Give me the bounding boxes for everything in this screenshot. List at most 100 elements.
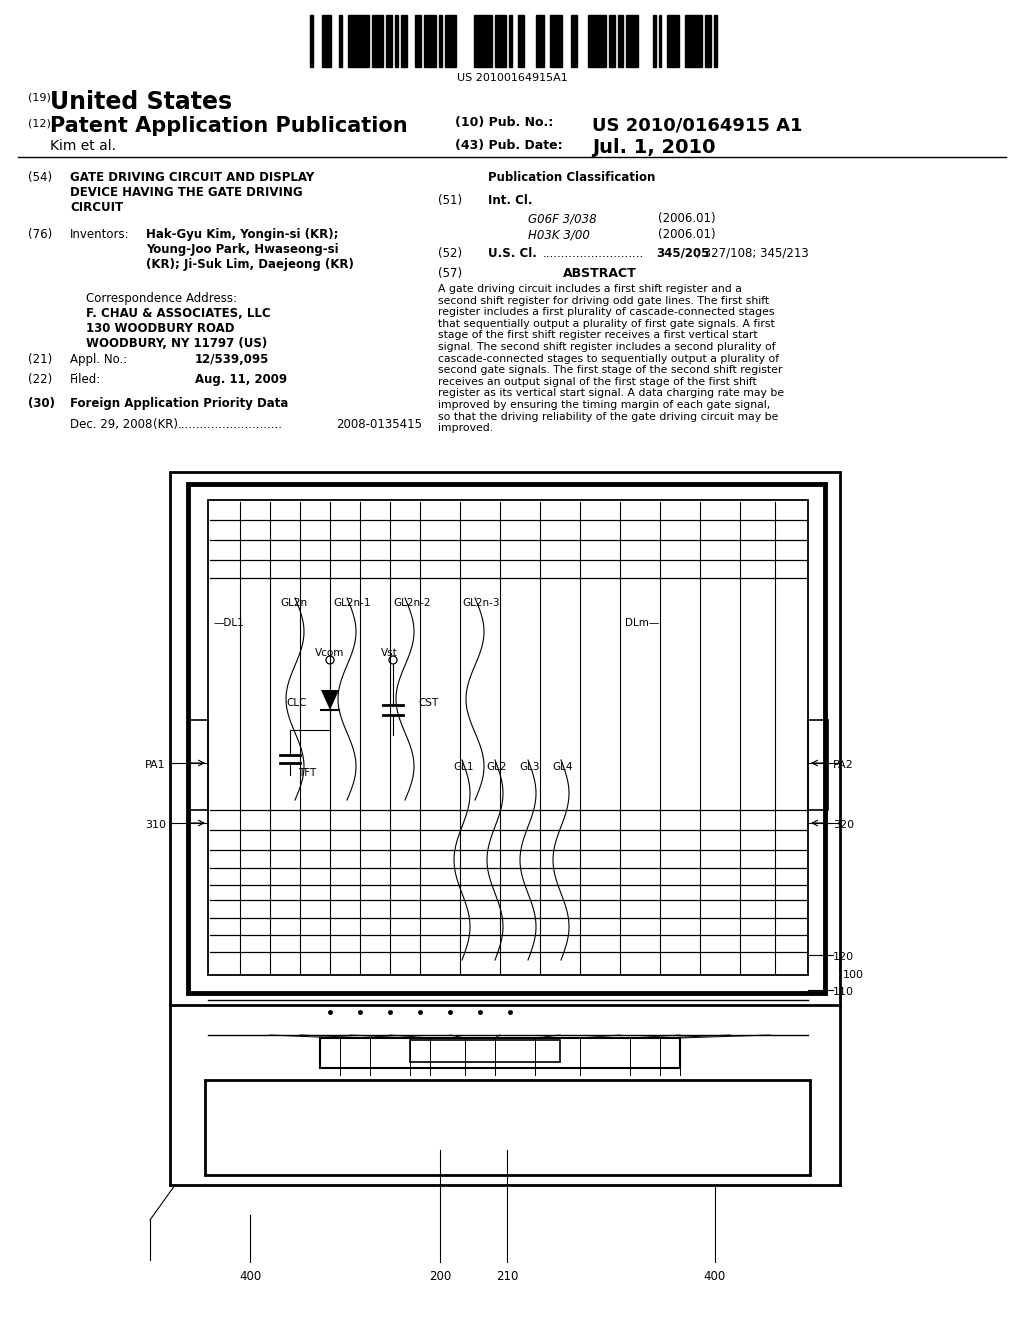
Bar	[322, 15, 325, 67]
Bar	[447, 15, 451, 67]
Text: (19): (19)	[28, 92, 51, 102]
Bar	[539, 15, 542, 67]
Text: (2006.01): (2006.01)	[658, 228, 716, 242]
Bar	[372, 15, 375, 67]
Bar	[706, 15, 709, 67]
Bar	[348, 15, 351, 67]
Text: (54): (54)	[28, 172, 52, 183]
Bar	[573, 15, 577, 67]
Text: (22): (22)	[28, 374, 52, 385]
Bar	[498, 15, 501, 67]
Bar	[709, 15, 712, 67]
Bar	[439, 15, 441, 67]
Bar	[482, 15, 485, 67]
Bar	[339, 15, 342, 67]
Text: (30): (30)	[28, 397, 55, 411]
Text: (76): (76)	[28, 228, 52, 242]
Text: 210: 210	[496, 1270, 518, 1283]
Bar	[671, 15, 673, 67]
Text: PA1: PA1	[145, 760, 166, 770]
Bar	[495, 15, 498, 67]
Bar	[389, 15, 392, 67]
Text: 400: 400	[239, 1270, 261, 1283]
Bar	[488, 15, 492, 67]
Text: H03K 3/00: H03K 3/00	[528, 228, 590, 242]
Bar	[477, 15, 480, 67]
Text: (57): (57)	[438, 267, 462, 280]
Text: Publication Classification: Publication Classification	[488, 172, 655, 183]
Text: (51): (51)	[438, 194, 462, 207]
Text: GL2n-2: GL2n-2	[393, 598, 430, 609]
Bar	[362, 15, 366, 67]
Bar	[635, 15, 638, 67]
Bar	[688, 15, 691, 67]
Bar	[521, 15, 524, 67]
Text: ...........................: ...........................	[543, 247, 644, 260]
Bar	[454, 15, 457, 67]
Text: Vst: Vst	[381, 648, 397, 657]
Text: 2008-0135415: 2008-0135415	[336, 418, 422, 432]
Bar	[188, 719, 208, 810]
Bar	[351, 15, 354, 67]
Text: Vcom: Vcom	[315, 648, 344, 657]
Text: CST: CST	[418, 698, 438, 708]
Bar	[600, 15, 603, 67]
Bar	[430, 15, 433, 67]
Text: DLm—: DLm—	[625, 618, 659, 628]
Text: GL1: GL1	[453, 762, 473, 772]
Bar	[395, 15, 398, 67]
Text: US 2010/0164915 A1: US 2010/0164915 A1	[592, 116, 803, 135]
Text: Foreign Application Priority Data: Foreign Application Priority Data	[70, 397, 289, 411]
Bar	[366, 15, 369, 67]
Text: 320: 320	[833, 820, 854, 830]
Text: GATE DRIVING CIRCUIT AND DISPLAY
DEVICE HAVING THE GATE DRIVING
CIRCUIT: GATE DRIVING CIRCUIT AND DISPLAY DEVICE …	[70, 172, 314, 214]
Bar	[359, 15, 362, 67]
Text: (12): (12)	[28, 117, 51, 128]
Bar	[518, 15, 521, 67]
Bar	[503, 15, 506, 67]
Bar	[652, 15, 655, 67]
Bar	[378, 15, 380, 67]
Bar	[617, 15, 621, 67]
Text: 345/205: 345/205	[656, 247, 710, 260]
Bar	[319, 1038, 680, 1068]
Text: G06F 3/038: G06F 3/038	[528, 213, 597, 224]
Bar	[509, 15, 512, 67]
Text: GL2n-3: GL2n-3	[462, 598, 500, 609]
Text: A gate driving circuit includes a first shift register and a
second shift regist: A gate driving circuit includes a first …	[438, 284, 784, 433]
Text: 100: 100	[843, 970, 864, 979]
Bar	[570, 15, 573, 67]
Text: GL3: GL3	[519, 762, 540, 772]
Bar	[480, 15, 482, 67]
Bar	[403, 15, 407, 67]
Text: Filed:: Filed:	[70, 374, 101, 385]
Text: —DL1: —DL1	[213, 618, 244, 628]
Bar	[559, 15, 562, 67]
Text: F. CHAU & ASSOCIATES, LLC
130 WOODBURY ROAD
WOODBURY, NY 11797 (US): F. CHAU & ASSOCIATES, LLC 130 WOODBURY R…	[86, 308, 270, 350]
Bar	[603, 15, 606, 67]
Text: (10) Pub. No.:: (10) Pub. No.:	[455, 116, 553, 129]
Bar	[556, 15, 559, 67]
Bar	[419, 15, 421, 67]
Bar	[451, 15, 454, 67]
Bar	[608, 15, 611, 67]
Bar	[673, 15, 676, 67]
Text: TFT: TFT	[298, 768, 316, 777]
Bar	[714, 15, 717, 67]
Text: GL2n-1: GL2n-1	[333, 598, 371, 609]
Bar	[485, 15, 488, 67]
Text: US 20100164915A1: US 20100164915A1	[457, 73, 567, 83]
Bar	[668, 15, 671, 67]
Bar	[208, 500, 808, 975]
Bar	[170, 473, 840, 1005]
Bar	[386, 15, 389, 67]
Bar	[380, 15, 383, 67]
Text: 310: 310	[145, 820, 166, 830]
Bar	[356, 15, 359, 67]
Text: Aug. 11, 2009: Aug. 11, 2009	[195, 374, 287, 385]
Bar	[550, 15, 553, 67]
Bar	[611, 15, 614, 67]
Bar	[699, 15, 702, 67]
Bar	[328, 15, 331, 67]
Bar	[629, 15, 632, 67]
